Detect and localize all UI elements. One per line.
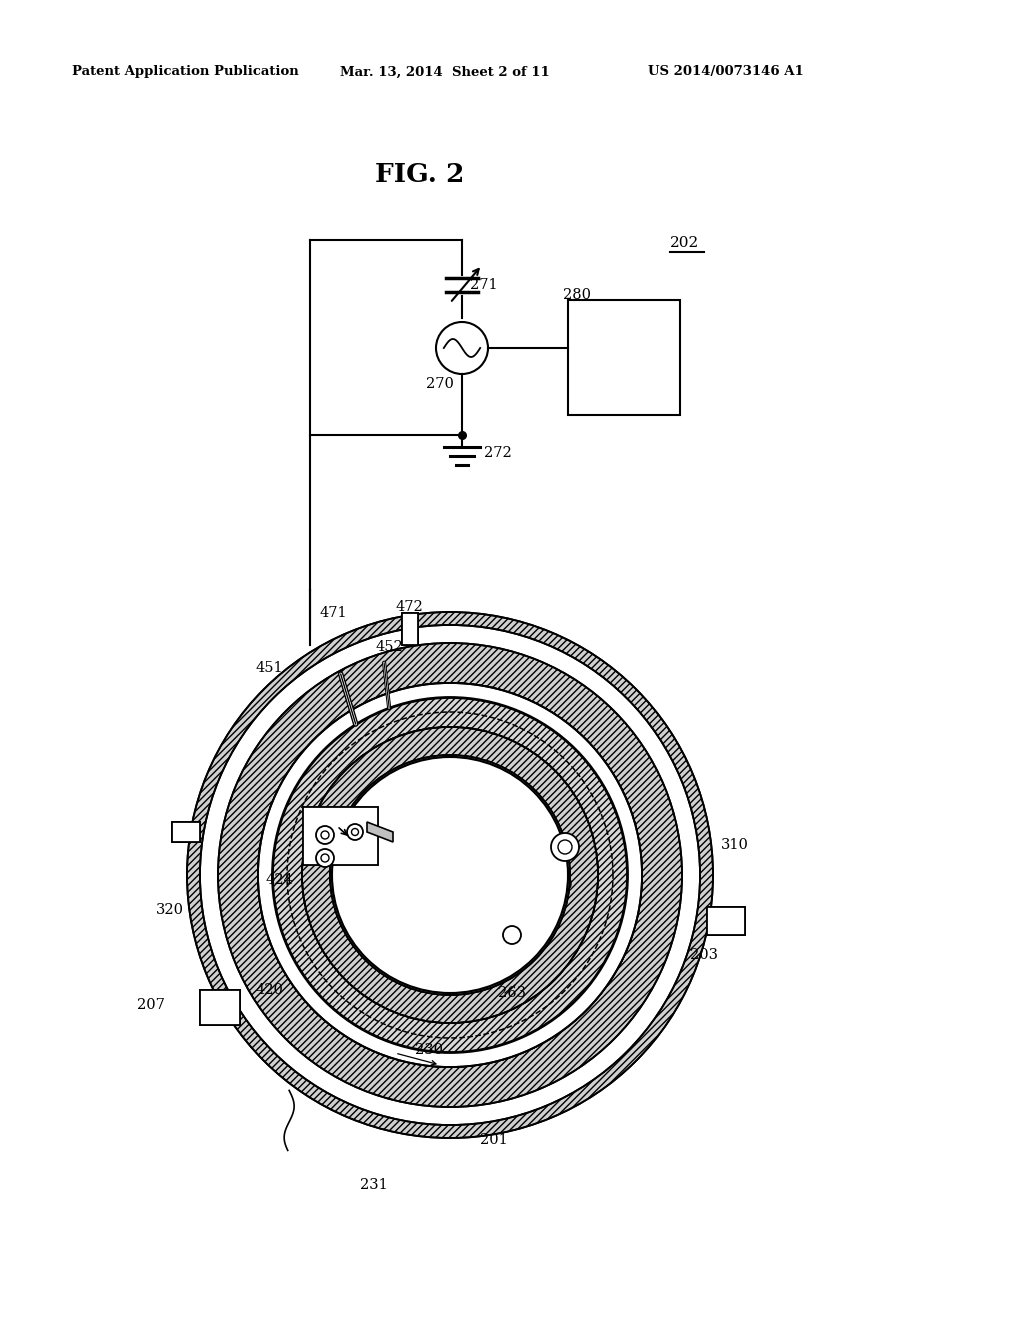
Bar bbox=[707, 907, 745, 935]
Circle shape bbox=[316, 826, 334, 843]
Text: 320: 320 bbox=[156, 903, 184, 917]
Circle shape bbox=[347, 824, 362, 840]
Text: Patent Application Publication: Patent Application Publication bbox=[72, 66, 299, 78]
Polygon shape bbox=[367, 822, 393, 842]
Circle shape bbox=[503, 927, 521, 944]
Text: 202: 202 bbox=[670, 236, 699, 249]
Bar bbox=[201, 990, 241, 1024]
Text: 203: 203 bbox=[690, 948, 718, 962]
Bar bbox=[568, 300, 680, 414]
Text: 207: 207 bbox=[137, 998, 165, 1012]
Text: 472: 472 bbox=[395, 601, 423, 614]
Text: 410: 410 bbox=[545, 878, 572, 892]
Bar bbox=[303, 807, 378, 865]
Text: 310: 310 bbox=[721, 838, 749, 851]
Text: 270: 270 bbox=[426, 378, 454, 391]
Text: 280: 280 bbox=[563, 288, 591, 302]
Text: 421: 421 bbox=[380, 939, 408, 952]
Text: 231: 231 bbox=[360, 1177, 388, 1192]
Bar bbox=[172, 821, 200, 842]
Bar bbox=[401, 612, 418, 644]
Text: 272: 272 bbox=[484, 446, 512, 459]
Text: Mar. 13, 2014  Sheet 2 of 11: Mar. 13, 2014 Sheet 2 of 11 bbox=[340, 66, 550, 78]
Bar bbox=[201, 990, 241, 1024]
Bar bbox=[401, 612, 418, 644]
Text: 200: 200 bbox=[458, 883, 486, 898]
Circle shape bbox=[332, 756, 568, 993]
Text: 411: 411 bbox=[525, 822, 553, 837]
Text: 201: 201 bbox=[480, 1133, 508, 1147]
Bar bbox=[303, 807, 378, 865]
Text: 230: 230 bbox=[415, 1043, 443, 1057]
Text: FIG. 2: FIG. 2 bbox=[376, 162, 465, 187]
Text: 471: 471 bbox=[319, 606, 347, 620]
Text: 451: 451 bbox=[255, 661, 283, 675]
Bar bbox=[707, 907, 745, 935]
Text: 423: 423 bbox=[402, 810, 430, 824]
Bar bbox=[172, 821, 200, 842]
Circle shape bbox=[316, 849, 334, 867]
Text: US 2014/0073146 A1: US 2014/0073146 A1 bbox=[648, 66, 804, 78]
Text: 425: 425 bbox=[465, 838, 493, 851]
Text: 424: 424 bbox=[265, 873, 293, 887]
Text: 429: 429 bbox=[388, 883, 416, 898]
Circle shape bbox=[551, 833, 579, 861]
Text: 452: 452 bbox=[375, 640, 402, 653]
Text: 263: 263 bbox=[498, 986, 526, 1001]
Text: 271: 271 bbox=[470, 279, 498, 292]
Text: 420: 420 bbox=[255, 983, 283, 997]
